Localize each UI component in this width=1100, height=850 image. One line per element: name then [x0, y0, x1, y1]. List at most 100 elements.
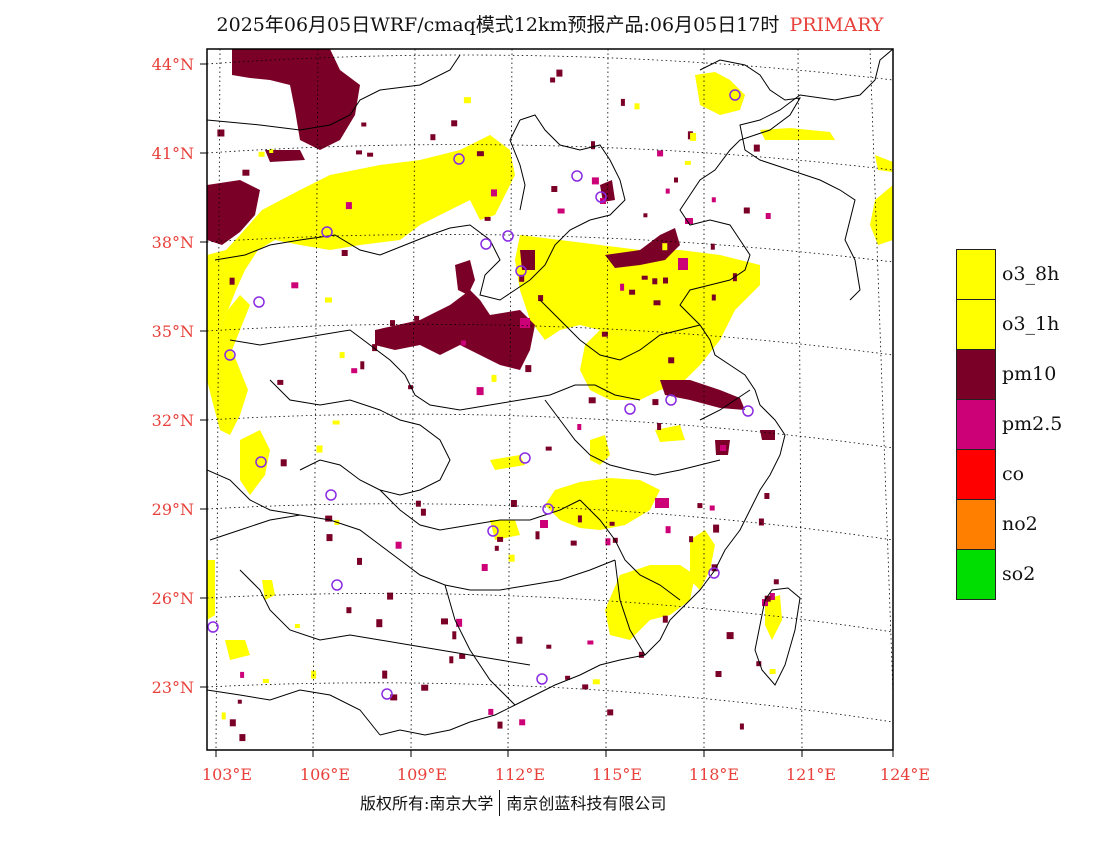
legend-label: pm2.5	[1002, 413, 1063, 435]
map-content	[207, 49, 893, 750]
station-marker	[595, 191, 607, 203]
station-marker	[325, 489, 337, 501]
legend-swatch	[956, 249, 996, 300]
scattered-cell	[665, 188, 670, 194]
scattered-cell	[620, 98, 625, 106]
legend-swatch	[956, 449, 996, 500]
title-primary: PRIMARY	[789, 14, 884, 36]
station-marker	[708, 567, 720, 579]
scattered-cell	[291, 282, 299, 289]
station-marker	[542, 503, 554, 515]
scattered-cell	[280, 459, 287, 467]
scattered-cell	[382, 670, 388, 679]
station-marker	[331, 579, 343, 591]
scattered-cell	[357, 557, 362, 565]
scattered-cell	[657, 423, 662, 430]
scattered-cell	[629, 289, 636, 295]
scattered-cell	[414, 315, 420, 321]
scattered-cell	[229, 277, 235, 285]
scattered-cell	[430, 134, 436, 141]
scattered-cell	[519, 274, 525, 282]
scattered-cell	[581, 267, 588, 276]
scattered-cell	[346, 607, 352, 614]
legend-swatch	[956, 349, 996, 400]
scattered-cell	[550, 77, 556, 83]
scattered-cell	[545, 446, 552, 451]
scattered-cell	[753, 144, 760, 152]
scattered-cell	[456, 618, 463, 627]
scattered-cell	[325, 297, 332, 303]
station-marker	[253, 296, 265, 308]
scattered-cell	[367, 152, 374, 157]
scattered-cell	[459, 653, 466, 659]
scattered-cell	[756, 661, 762, 667]
lon-labels: 103°E 106°E 109°E 112°E 115°E 118°E 121°…	[202, 765, 930, 784]
scattered-cell	[339, 352, 345, 359]
scattered-cell	[711, 197, 716, 203]
map-title: 2025年06月05日WRF/cmaq模式12km预报产品:06月05日17时 P…	[0, 10, 1100, 37]
scattered-cell	[546, 644, 552, 649]
scattered-cell	[769, 593, 775, 600]
scattered-cell	[601, 331, 608, 337]
scattered-cell	[326, 534, 333, 542]
lon-label-103: 103°E	[202, 765, 252, 784]
scattered-cell	[361, 122, 367, 127]
scattered-cell	[488, 708, 494, 715]
scattered-cell	[484, 216, 491, 221]
scattered-cell	[510, 500, 517, 507]
scattered-cell	[551, 186, 558, 192]
scattered-cell	[494, 545, 499, 551]
scattered-cell	[684, 160, 691, 165]
scattered-cell	[641, 275, 648, 280]
scattered-cell	[713, 524, 720, 533]
station-marker	[502, 230, 514, 242]
scattered-cell	[332, 420, 340, 425]
scattered-cell	[565, 675, 571, 680]
scattered-cell	[643, 213, 648, 218]
scattered-cell	[360, 361, 365, 370]
scattered-cell	[620, 283, 625, 291]
copyright-left: 版权所有:南京大学	[360, 794, 494, 813]
scattered-cell	[739, 723, 744, 730]
scattered-cell	[711, 294, 716, 301]
scattered-cell	[387, 592, 394, 600]
station-marker	[571, 170, 583, 182]
station-marker	[515, 265, 527, 277]
lon-label-118: 118°E	[689, 765, 739, 784]
copyright-right: 南京创蓝科技有限公司	[506, 794, 667, 813]
scattered-cell	[663, 277, 668, 284]
legend-label: so2	[1002, 563, 1036, 585]
scattered-cell	[497, 721, 503, 729]
legend-label: no2	[1002, 513, 1038, 535]
scattered-cell	[557, 208, 565, 214]
scattered-cell	[420, 508, 426, 516]
legend-label: o3_1h	[1002, 313, 1060, 335]
lat-label-41: 41°N	[152, 144, 194, 163]
lat-label-32: 32°N	[152, 411, 194, 430]
scattered-cell	[258, 151, 265, 157]
scattered-cell	[674, 177, 678, 183]
scattered-cell	[697, 503, 703, 509]
scattered-cell	[769, 669, 776, 674]
legend-swatch	[956, 499, 996, 550]
lat-label-44: 44°N	[152, 55, 194, 74]
legend-label: o3_8h	[1002, 263, 1060, 285]
scattered-cell	[461, 340, 466, 346]
station-marker	[381, 688, 393, 700]
scattered-cell	[689, 536, 694, 543]
scattered-cell	[762, 599, 768, 607]
legend-swatch	[956, 399, 996, 450]
scattered-cell	[221, 712, 226, 720]
scattered-cell	[690, 132, 697, 141]
lon-label-112: 112°E	[495, 765, 545, 784]
scattered-cell	[376, 619, 383, 628]
scattered-cell	[345, 202, 352, 210]
scattered-cell	[634, 103, 640, 110]
scattered-cell	[390, 320, 395, 327]
scattered-cell	[592, 679, 600, 685]
legend-swatch	[956, 299, 996, 350]
scattered-cell	[497, 536, 504, 542]
scattered-cell	[715, 671, 722, 677]
scattered-cell	[591, 141, 595, 150]
station-marker	[742, 405, 754, 417]
